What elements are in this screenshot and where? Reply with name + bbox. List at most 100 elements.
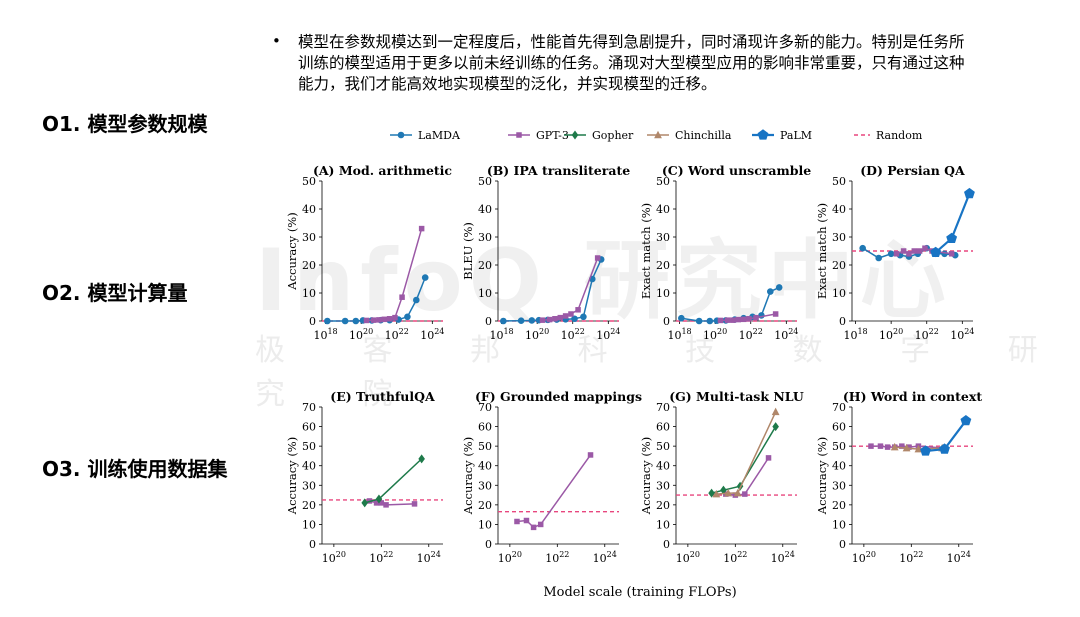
y-tick-label: 40 (302, 460, 316, 473)
data-point-gpt-3 (557, 314, 564, 321)
data-point-lamda (678, 314, 685, 322)
data-point-lamda (528, 317, 536, 324)
x-tick-label: 1022 (545, 550, 569, 565)
x-tick-label: 1018 (489, 327, 513, 342)
data-point-chinchilla (712, 489, 721, 498)
series-line-gopher (364, 458, 423, 504)
legend-marker-gopher (571, 130, 579, 140)
y-tick-label: 30 (656, 231, 670, 244)
y-tick-label: 60 (832, 421, 846, 434)
series-gopher (361, 454, 425, 508)
y-tick-label: 40 (302, 203, 316, 216)
y-tick-label: 70 (478, 401, 492, 414)
data-point-lamda (500, 317, 507, 325)
data-point-gopher (708, 488, 715, 498)
series-line-gpt-3 (725, 457, 770, 496)
data-point-lamda (352, 317, 360, 325)
data-point-gpt-3 (363, 317, 370, 324)
legend-label-gpt-3: GPT-3 (536, 129, 569, 142)
label-compute: O2. 模型计算量 (42, 281, 188, 305)
data-point-gpt-3 (906, 251, 912, 257)
data-point-gpt-3 (730, 317, 736, 323)
y-tick-label: 70 (656, 401, 670, 414)
x-tick-label: 1024 (771, 550, 795, 565)
x-tick-label: 1020 (703, 327, 727, 342)
data-point-gpt-3 (922, 245, 928, 251)
y-tick-label: 10 (302, 287, 316, 300)
data-point-chinchilla (771, 407, 780, 416)
data-point-gpt-3 (742, 491, 748, 497)
summary-paragraph: 模型在参数规模达到一定程度后，性能首先得到急剧提升，同时涌现许多新的能力。特别是… (298, 33, 965, 93)
legend-item-random: Random (854, 129, 923, 142)
data-point-gpt-3 (724, 317, 731, 323)
x-tick-label: 1020 (322, 550, 346, 565)
panel-title: (E) TruthfulQA (330, 389, 435, 404)
y-tick-label: 50 (656, 175, 670, 188)
y-tick-label: 60 (478, 421, 492, 434)
legend-marker-lamda (397, 131, 405, 139)
legend-item-palm: PaLM (752, 129, 812, 142)
y-tick-label: 0 (309, 538, 316, 551)
y-tick-label: 20 (302, 259, 316, 272)
data-point-palm (946, 232, 958, 244)
data-point-lamda (706, 317, 714, 325)
y-tick-label: 20 (478, 499, 492, 512)
data-point-gpt-3 (906, 444, 912, 450)
data-point-gpt-3 (418, 225, 425, 232)
panel-title: (H) Word in context (843, 389, 982, 404)
y-tick-label: 50 (478, 175, 492, 188)
data-point-gpt-3 (539, 317, 546, 323)
series-line-lamda (503, 259, 602, 322)
data-point-gpt-3 (594, 255, 601, 261)
data-point-palm (964, 187, 975, 199)
series-gpt-3 (723, 455, 772, 498)
x-tick-label: 1024 (950, 327, 974, 342)
x-tick-label: 1024 (593, 550, 617, 565)
data-point-chinchilla (733, 488, 742, 497)
data-point-gpt-3 (893, 251, 900, 257)
y-tick-label: 50 (656, 440, 670, 453)
data-point-gopher (772, 422, 779, 432)
series-gpt-3 (539, 255, 601, 323)
data-point-lamda (775, 284, 783, 291)
data-point-gpt-3 (575, 307, 581, 313)
y-tick-label: 0 (839, 538, 846, 551)
x-tick-label: 1018 (843, 327, 867, 342)
y-tick-label: 20 (832, 499, 846, 512)
data-point-gpt-3 (370, 317, 377, 323)
data-point-gpt-3 (530, 524, 537, 531)
x-tick-label: 1018 (667, 327, 691, 342)
data-point-lamda (875, 254, 882, 262)
data-point-gpt-3 (746, 316, 752, 322)
data-point-lamda (571, 315, 578, 323)
y-tick-label: 10 (832, 518, 846, 531)
y-axis-label: BLEU (%) (461, 222, 475, 280)
y-tick-label: 50 (302, 175, 316, 188)
y-tick-label: 0 (485, 538, 492, 551)
data-point-gpt-3 (877, 443, 884, 449)
legend-marker-gpt-3 (516, 132, 522, 138)
data-point-gopher (736, 481, 744, 491)
x-tick-label: 1020 (676, 550, 700, 565)
y-tick-label: 10 (656, 518, 670, 531)
data-point-gpt-3 (884, 444, 891, 450)
y-axis-label: Accuracy (%) (285, 437, 299, 515)
legend-item-lamda: LaMDA (390, 129, 461, 142)
x-tick-label: 1020 (879, 327, 903, 342)
y-axis-label: Exact match (%) (639, 203, 653, 299)
legend-label-chinchilla: Chinchilla (675, 129, 732, 142)
data-point-lamda (324, 317, 331, 325)
data-point-lamda (695, 317, 703, 325)
x-tick-label: 1024 (774, 327, 798, 342)
data-point-gpt-3 (399, 294, 405, 300)
series-line-gpt-3 (516, 454, 592, 529)
data-point-gpt-3 (373, 500, 380, 506)
y-tick-label: 20 (656, 259, 670, 272)
y-tick-label: 50 (478, 440, 492, 453)
y-tick-label: 0 (839, 315, 846, 328)
y-tick-label: 70 (302, 401, 316, 414)
data-point-lamda (859, 244, 866, 252)
y-tick-label: 60 (656, 421, 670, 434)
